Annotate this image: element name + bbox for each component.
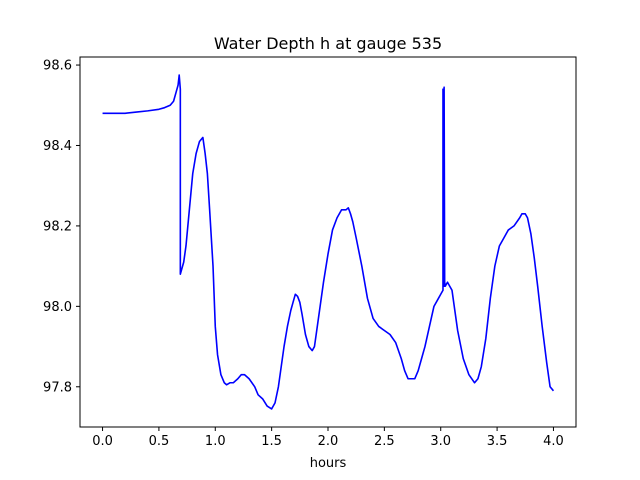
y-tick-label: 98.0 <box>43 300 72 315</box>
y-tick-label: 98.2 <box>43 219 72 234</box>
plot-area <box>102 74 555 410</box>
x-tick-label: 2.0 <box>318 434 339 449</box>
x-tick-label: 1.5 <box>261 434 282 449</box>
x-tick-label: 0.5 <box>149 434 170 449</box>
x-tick-label: 2.5 <box>374 434 395 449</box>
x-tick-label: 1.0 <box>205 434 226 449</box>
y-tick-label: 97.8 <box>43 380 72 395</box>
x-axis: 0.0 0.5 1.0 1.5 2.0 2.5 3.0 3.5 4.0 <box>92 427 564 449</box>
chart-title: Water Depth h at gauge 535 <box>214 34 442 53</box>
x-axis-label: hours <box>310 456 347 471</box>
x-tick-label: 4.0 <box>543 434 564 449</box>
y-axis: 97.8 98.0 98.2 98.4 98.6 <box>43 59 80 395</box>
x-tick-label: 3.0 <box>430 434 451 449</box>
x-tick-label: 3.5 <box>487 434 508 449</box>
y-tick-label: 98.6 <box>43 59 72 74</box>
y-tick-label: 98.4 <box>43 139 72 154</box>
series-line-0 <box>102 74 555 410</box>
x-tick-label: 0.0 <box>92 434 113 449</box>
